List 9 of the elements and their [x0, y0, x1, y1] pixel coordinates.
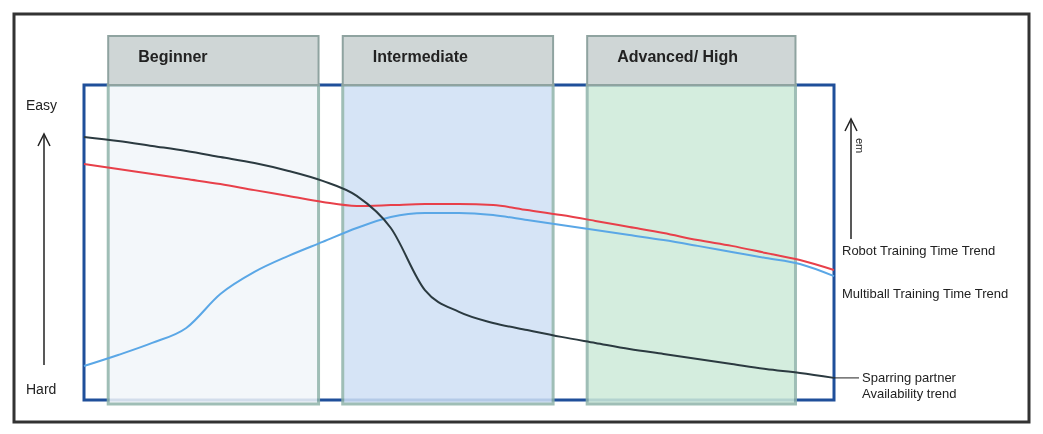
text: Beginner [138, 48, 208, 65]
series-label: Multiball Training Time Trend [842, 286, 1009, 302]
text: Easy [26, 97, 58, 113]
text: Advanced/ High [617, 48, 739, 65]
text: em [854, 138, 866, 154]
text: Intermediate [372, 48, 468, 65]
text: Sparring partner Availability trend [862, 369, 957, 401]
series-label: Robot Training Time Trend [842, 243, 996, 259]
text: Hard [26, 381, 57, 397]
